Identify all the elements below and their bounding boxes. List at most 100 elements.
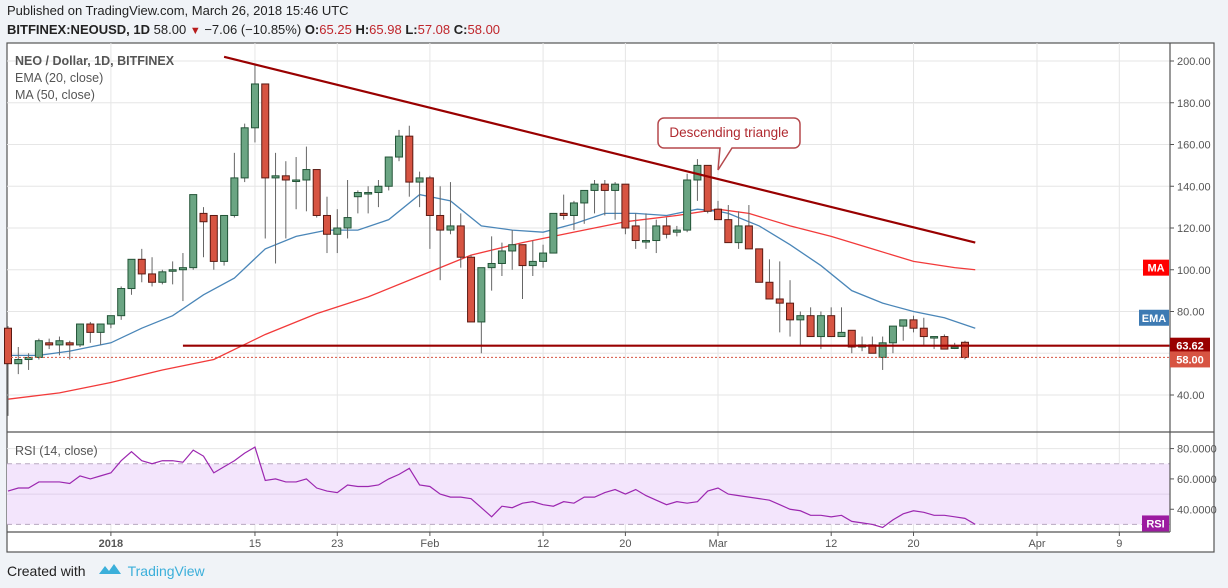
candle	[436, 186, 445, 281]
candle	[343, 179, 352, 239]
svg-text:40.0000: 40.0000	[1177, 504, 1217, 516]
candle	[292, 157, 301, 210]
candle	[261, 83, 270, 239]
candle	[415, 171, 424, 208]
svg-text:12: 12	[825, 538, 837, 550]
candle	[796, 311, 805, 345]
candle	[76, 323, 85, 347]
svg-text:Mar: Mar	[709, 538, 728, 550]
svg-text:140.00: 140.00	[1177, 181, 1211, 193]
drawings[interactable]	[7, 55, 1170, 358]
candle	[240, 123, 249, 183]
svg-text:58.00: 58.00	[1176, 354, 1204, 366]
legend-ema[interactable]: EMA (20, close)	[15, 71, 103, 85]
candle	[806, 307, 815, 338]
open-value: 65.25	[319, 22, 352, 37]
candle	[580, 189, 589, 224]
legend-ma[interactable]: MA (50, close)	[15, 88, 95, 102]
candle	[714, 200, 723, 221]
tradingview-link[interactable]: TradingView	[127, 562, 205, 579]
candle	[919, 317, 928, 345]
candle	[734, 211, 743, 249]
candle	[528, 240, 537, 277]
candle	[837, 307, 846, 338]
candle	[65, 340, 74, 360]
svg-text:20: 20	[619, 538, 631, 550]
candle	[230, 152, 239, 218]
legend-rsi[interactable]: RSI (14, close)	[15, 444, 98, 458]
candle	[652, 219, 661, 254]
last-price-badge: 58.00	[1170, 351, 1210, 368]
support-price-badge: 63.62	[1170, 337, 1210, 354]
svg-text:63.62: 63.62	[1176, 341, 1204, 353]
candle	[827, 307, 836, 338]
candle	[487, 236, 496, 291]
candle	[786, 280, 795, 337]
candle	[374, 179, 383, 208]
candle	[508, 230, 517, 270]
svg-text:EMA: EMA	[1142, 313, 1167, 325]
svg-text:160.00: 160.00	[1177, 140, 1211, 152]
footer: Created with TradingView	[7, 562, 205, 579]
candle	[364, 186, 373, 214]
candle	[425, 175, 434, 249]
open-label: O:	[304, 22, 320, 37]
candle	[724, 205, 733, 244]
candle	[456, 213, 465, 268]
candle	[353, 190, 362, 214]
candlesticks	[4, 65, 969, 416]
candle	[755, 248, 764, 283]
svg-text:200.00: 200.00	[1177, 56, 1211, 68]
candle	[569, 200, 578, 231]
candle	[641, 213, 650, 249]
rsi-line	[7, 446, 976, 529]
ema-badge: EMA	[1139, 309, 1169, 326]
high-label: H:	[355, 22, 370, 37]
svg-text:RSI: RSI	[1146, 518, 1164, 530]
candle	[600, 179, 609, 216]
svg-text:9: 9	[1116, 538, 1122, 550]
svg-text:60.0000: 60.0000	[1177, 474, 1217, 486]
legend-title: NEO / Dollar, 1D, BITFINEX	[15, 54, 175, 68]
down-arrow-icon: ▼	[189, 25, 201, 37]
candle	[477, 267, 486, 354]
rsi-band	[7, 463, 1170, 525]
candle	[34, 338, 43, 360]
candle	[662, 217, 671, 239]
candle	[549, 212, 558, 254]
callout-text: Descending triangle	[669, 125, 788, 140]
symbol-label: BITFINEX:NEOUSD, 1D	[7, 22, 151, 37]
svg-text:120.00: 120.00	[1177, 223, 1211, 235]
candle	[281, 161, 290, 239]
candle	[518, 244, 527, 299]
candle	[559, 194, 568, 220]
candle	[683, 173, 692, 233]
candle	[333, 209, 342, 254]
candle	[960, 340, 969, 360]
symbol-quote-bar: BITFINEX:NEOUSD, 1D 58.00 ▼ −7.06 (−10.8…	[7, 22, 500, 37]
candle	[178, 253, 187, 302]
descending-triangle-callout[interactable]: Descending triangle	[657, 117, 801, 171]
ma-line	[7, 208, 976, 400]
candle	[878, 336, 887, 370]
candle	[209, 214, 218, 270]
candle	[117, 286, 126, 320]
candle	[250, 65, 259, 143]
candle	[106, 315, 115, 329]
candle	[847, 329, 856, 354]
candle	[899, 319, 908, 341]
svg-text:MA: MA	[1147, 263, 1164, 275]
last-price: 58.00	[153, 22, 187, 37]
candle	[816, 311, 825, 350]
candle	[271, 152, 280, 264]
candle	[765, 259, 774, 300]
price-axis[interactable]: 40.0060.0080.00100.00120.00140.00160.001…	[1170, 56, 1217, 516]
high-value: 65.98	[369, 22, 402, 37]
created-with-label: Created with	[7, 562, 86, 579]
descending-trendline[interactable]	[223, 55, 976, 244]
candle	[96, 323, 105, 345]
low-value: 57.08	[417, 22, 451, 37]
time-axis[interactable]: 2018 15 23 Feb 12 20 Mar 12 20 Apr 9	[99, 532, 1123, 550]
